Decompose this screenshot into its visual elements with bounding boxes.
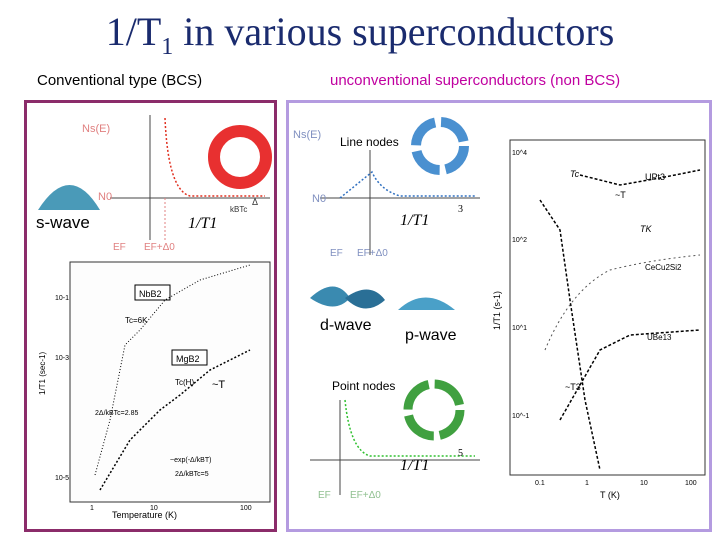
point-ef-label: EF	[318, 490, 331, 501]
nb-ytick-3: 10-5	[55, 475, 69, 482]
nbb2-label: NbB2	[139, 289, 162, 299]
nb-xlabel: Temperature (K)	[112, 510, 177, 520]
swave-label: s-wave	[36, 213, 90, 232]
ef-delta-label: EF+Δ0	[144, 242, 175, 253]
bcs-formula: 1/T1	[188, 215, 217, 232]
line-ef-delta-label: EF+Δ0	[357, 248, 388, 259]
heavy-xtick-2: 1	[585, 480, 589, 487]
heavy-ytick-2: 10^2	[512, 237, 527, 244]
nb-ytick-1: 10-1	[55, 295, 69, 302]
cecu2si2-label: CeCu2Si2	[645, 263, 682, 272]
mgb2-label: MgB2	[176, 354, 200, 364]
dwave-label: d-wave	[320, 317, 372, 334]
heavy-tc-label: Tc	[570, 169, 580, 179]
dwave-icon	[310, 286, 385, 309]
heavy-ytick-1: 10^4	[512, 150, 527, 157]
line-nodes-ring-icon	[411, 117, 469, 175]
line-formula: 1/T1	[400, 212, 429, 229]
nb-xtick-3: 100	[240, 505, 252, 512]
point-formula-power: 5	[458, 448, 463, 459]
gap1-label: 2Δ/kBTc=2.85	[95, 410, 139, 417]
nb-ytick-2: 10-3	[55, 355, 69, 362]
swave-dome-icon	[38, 185, 100, 210]
bcs-dos-plot: Ns(E) N0 EF EF+Δ0 Δ kBTc 1/T1	[82, 115, 270, 253]
point-nodes-dos: EF EF+Δ0 Point nodes 1/T1 5	[310, 379, 480, 501]
nb-xtick-2: 10	[150, 505, 158, 512]
slide-title: 1/T1 in various superconductors	[105, 9, 615, 60]
heavy-ytick-4: 10^-1	[512, 413, 529, 420]
line-nodes-dos: Ns(E) N0 EF EF+Δ0 Line nodes 1/T1 3	[293, 129, 480, 259]
exp-label: ~exp(-Δ/kBT)	[170, 457, 211, 464]
heavy-xtick-1: 0.1	[535, 480, 545, 487]
heavy-ylabel: 1/T1 (s-1)	[492, 291, 502, 330]
line-nodes-label: Line nodes	[340, 135, 399, 149]
tc6k-label: Tc=6K	[125, 316, 148, 325]
upt3-label: UPt3	[645, 172, 665, 182]
gap2-label: 2Δ/kBTc=5	[175, 471, 209, 478]
heavy-simT-label: ~T	[615, 190, 626, 200]
point-formula: 1/T1	[400, 457, 429, 474]
point-nodes-ring-icon	[403, 379, 465, 441]
point-ef-delta-label: EF+Δ0	[350, 490, 381, 501]
n0-label: N0	[98, 191, 112, 203]
line-formula-power: 3	[458, 204, 463, 215]
heavy-fermion-plot: UPt3 CeCu2Si2 UBe13 ~T ~T3 Tc TK T (K) 1…	[492, 139, 706, 500]
heavy-xtick-3: 10	[640, 480, 648, 487]
heavy-xtick-4: 100	[685, 480, 697, 487]
swave-ring-icon	[208, 125, 272, 189]
heavy-tk-label: TK	[640, 224, 652, 234]
tch-label: Tc(H)	[175, 378, 194, 387]
heavy-xlabel: T (K)	[600, 490, 620, 500]
line-n0-label: N0	[312, 193, 326, 205]
simT-label: ~T	[212, 379, 225, 391]
nb-mgb2-plot: NbB2 MgB2 Tc=6K Tc(H) ~T 2Δ/kBTc=2.85 ~e…	[38, 261, 271, 520]
conventional-heading: Conventional type (BCS)	[37, 72, 203, 89]
pwave-label: p-wave	[405, 327, 457, 344]
line-ns-label: Ns(E)	[293, 129, 321, 141]
kt-label: kBTc	[230, 205, 247, 214]
ube13-label: UBe13	[647, 333, 672, 342]
point-nodes-label: Point nodes	[332, 379, 395, 393]
heavy-ytick-3: 10^1	[512, 325, 527, 332]
delta-label: Δ	[252, 197, 258, 207]
ns-label: Ns(E)	[82, 123, 110, 135]
pwave-icon	[398, 297, 455, 310]
heavy-simT3-label: ~T3	[565, 382, 581, 392]
nb-xtick-1: 1	[90, 505, 94, 512]
ef-label: EF	[113, 242, 126, 253]
nb-ylabel: 1/T1 (sec-1)	[38, 352, 47, 395]
unconventional-heading: unconventional superconductors (non BCS)	[330, 72, 621, 89]
line-ef-label: EF	[330, 248, 343, 259]
